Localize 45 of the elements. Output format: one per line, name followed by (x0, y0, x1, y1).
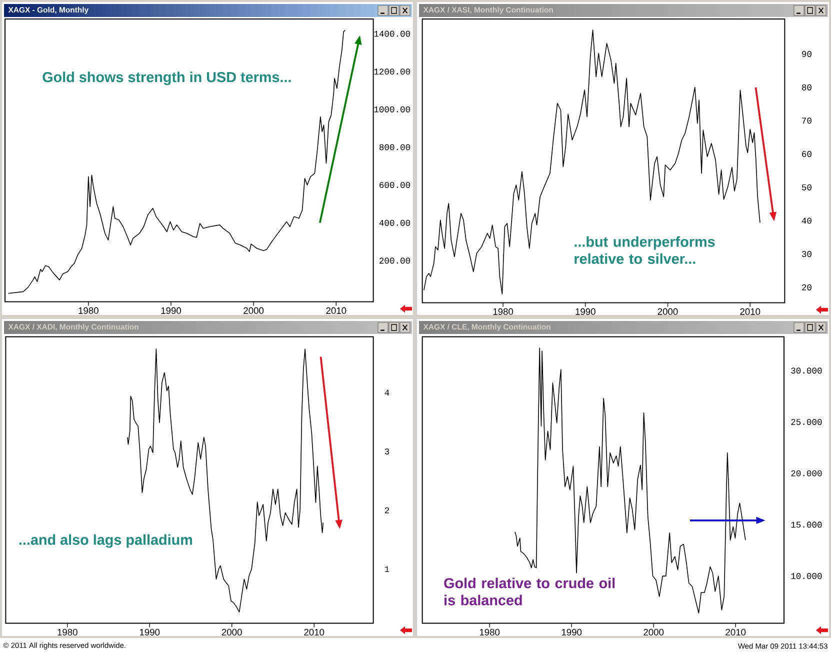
line-series (8, 30, 346, 294)
x-tick-label: 1990 (140, 628, 160, 636)
x-tick-label: 2000 (222, 628, 242, 636)
y-tick-label: 80 (802, 84, 812, 90)
x-tick-label: 2000 (658, 308, 678, 315)
x-tick-label: 2010 (326, 307, 346, 314)
x-tick-label: 2000 (644, 628, 664, 636)
annotation: ...and also lags palladium (19, 534, 192, 548)
y-tick-label: 1400.00 (374, 30, 410, 37)
y-tick-label: 3 (384, 448, 390, 454)
y-tick-label: 60 (802, 151, 812, 157)
x-tick-label: 1990 (161, 307, 182, 314)
x-tick-label: 1980 (493, 308, 514, 315)
y-tick-label: 50 (802, 184, 812, 190)
y-tick-label: 2 (384, 507, 389, 514)
y-tick-label: 1200.00 (374, 68, 410, 75)
y-tick-label: 1000.00 (374, 106, 410, 112)
y-tick-label: 1 (384, 566, 390, 572)
x-tick-label: 1980 (480, 628, 500, 636)
y-tick-label: 70 (802, 118, 812, 124)
y-tick-label: 25.000 (791, 418, 822, 425)
x-tick-label: 2010 (304, 628, 324, 636)
y-tick-label: 20 (802, 284, 812, 290)
y-tick-label: 600.00 (380, 182, 410, 188)
y-tick-label: 4 (384, 390, 390, 396)
y-tick-label: 400.00 (379, 220, 410, 226)
y-tick-label: 90 (802, 51, 812, 57)
y-tick-label: 10.000 (791, 573, 822, 580)
y-tick-label: 15.000 (791, 522, 822, 528)
x-tick-label: 2010 (726, 628, 746, 636)
annotation: ...but underperforms relative to silver... (574, 236, 715, 264)
annotation: Gold relative to crude oil is balanced (444, 578, 615, 606)
x-tick-label: 1980 (58, 628, 78, 636)
x-tick-label: 1990 (576, 308, 596, 315)
annotation: Gold shows strength in USD terms... (42, 72, 291, 86)
y-tick-label: 40 (802, 218, 812, 224)
y-tick-label: 200.00 (380, 258, 410, 264)
y-tick-label: 30 (802, 251, 812, 258)
x-tick-label: 2000 (244, 307, 264, 314)
x-tick-label: 1990 (562, 628, 582, 636)
y-tick-label: 30.000 (791, 368, 822, 374)
x-tick-label: 1980 (78, 307, 98, 314)
y-tick-label: 800.00 (379, 144, 410, 150)
x-tick-label: 2010 (740, 308, 760, 315)
y-tick-label: 20.000 (791, 470, 822, 476)
